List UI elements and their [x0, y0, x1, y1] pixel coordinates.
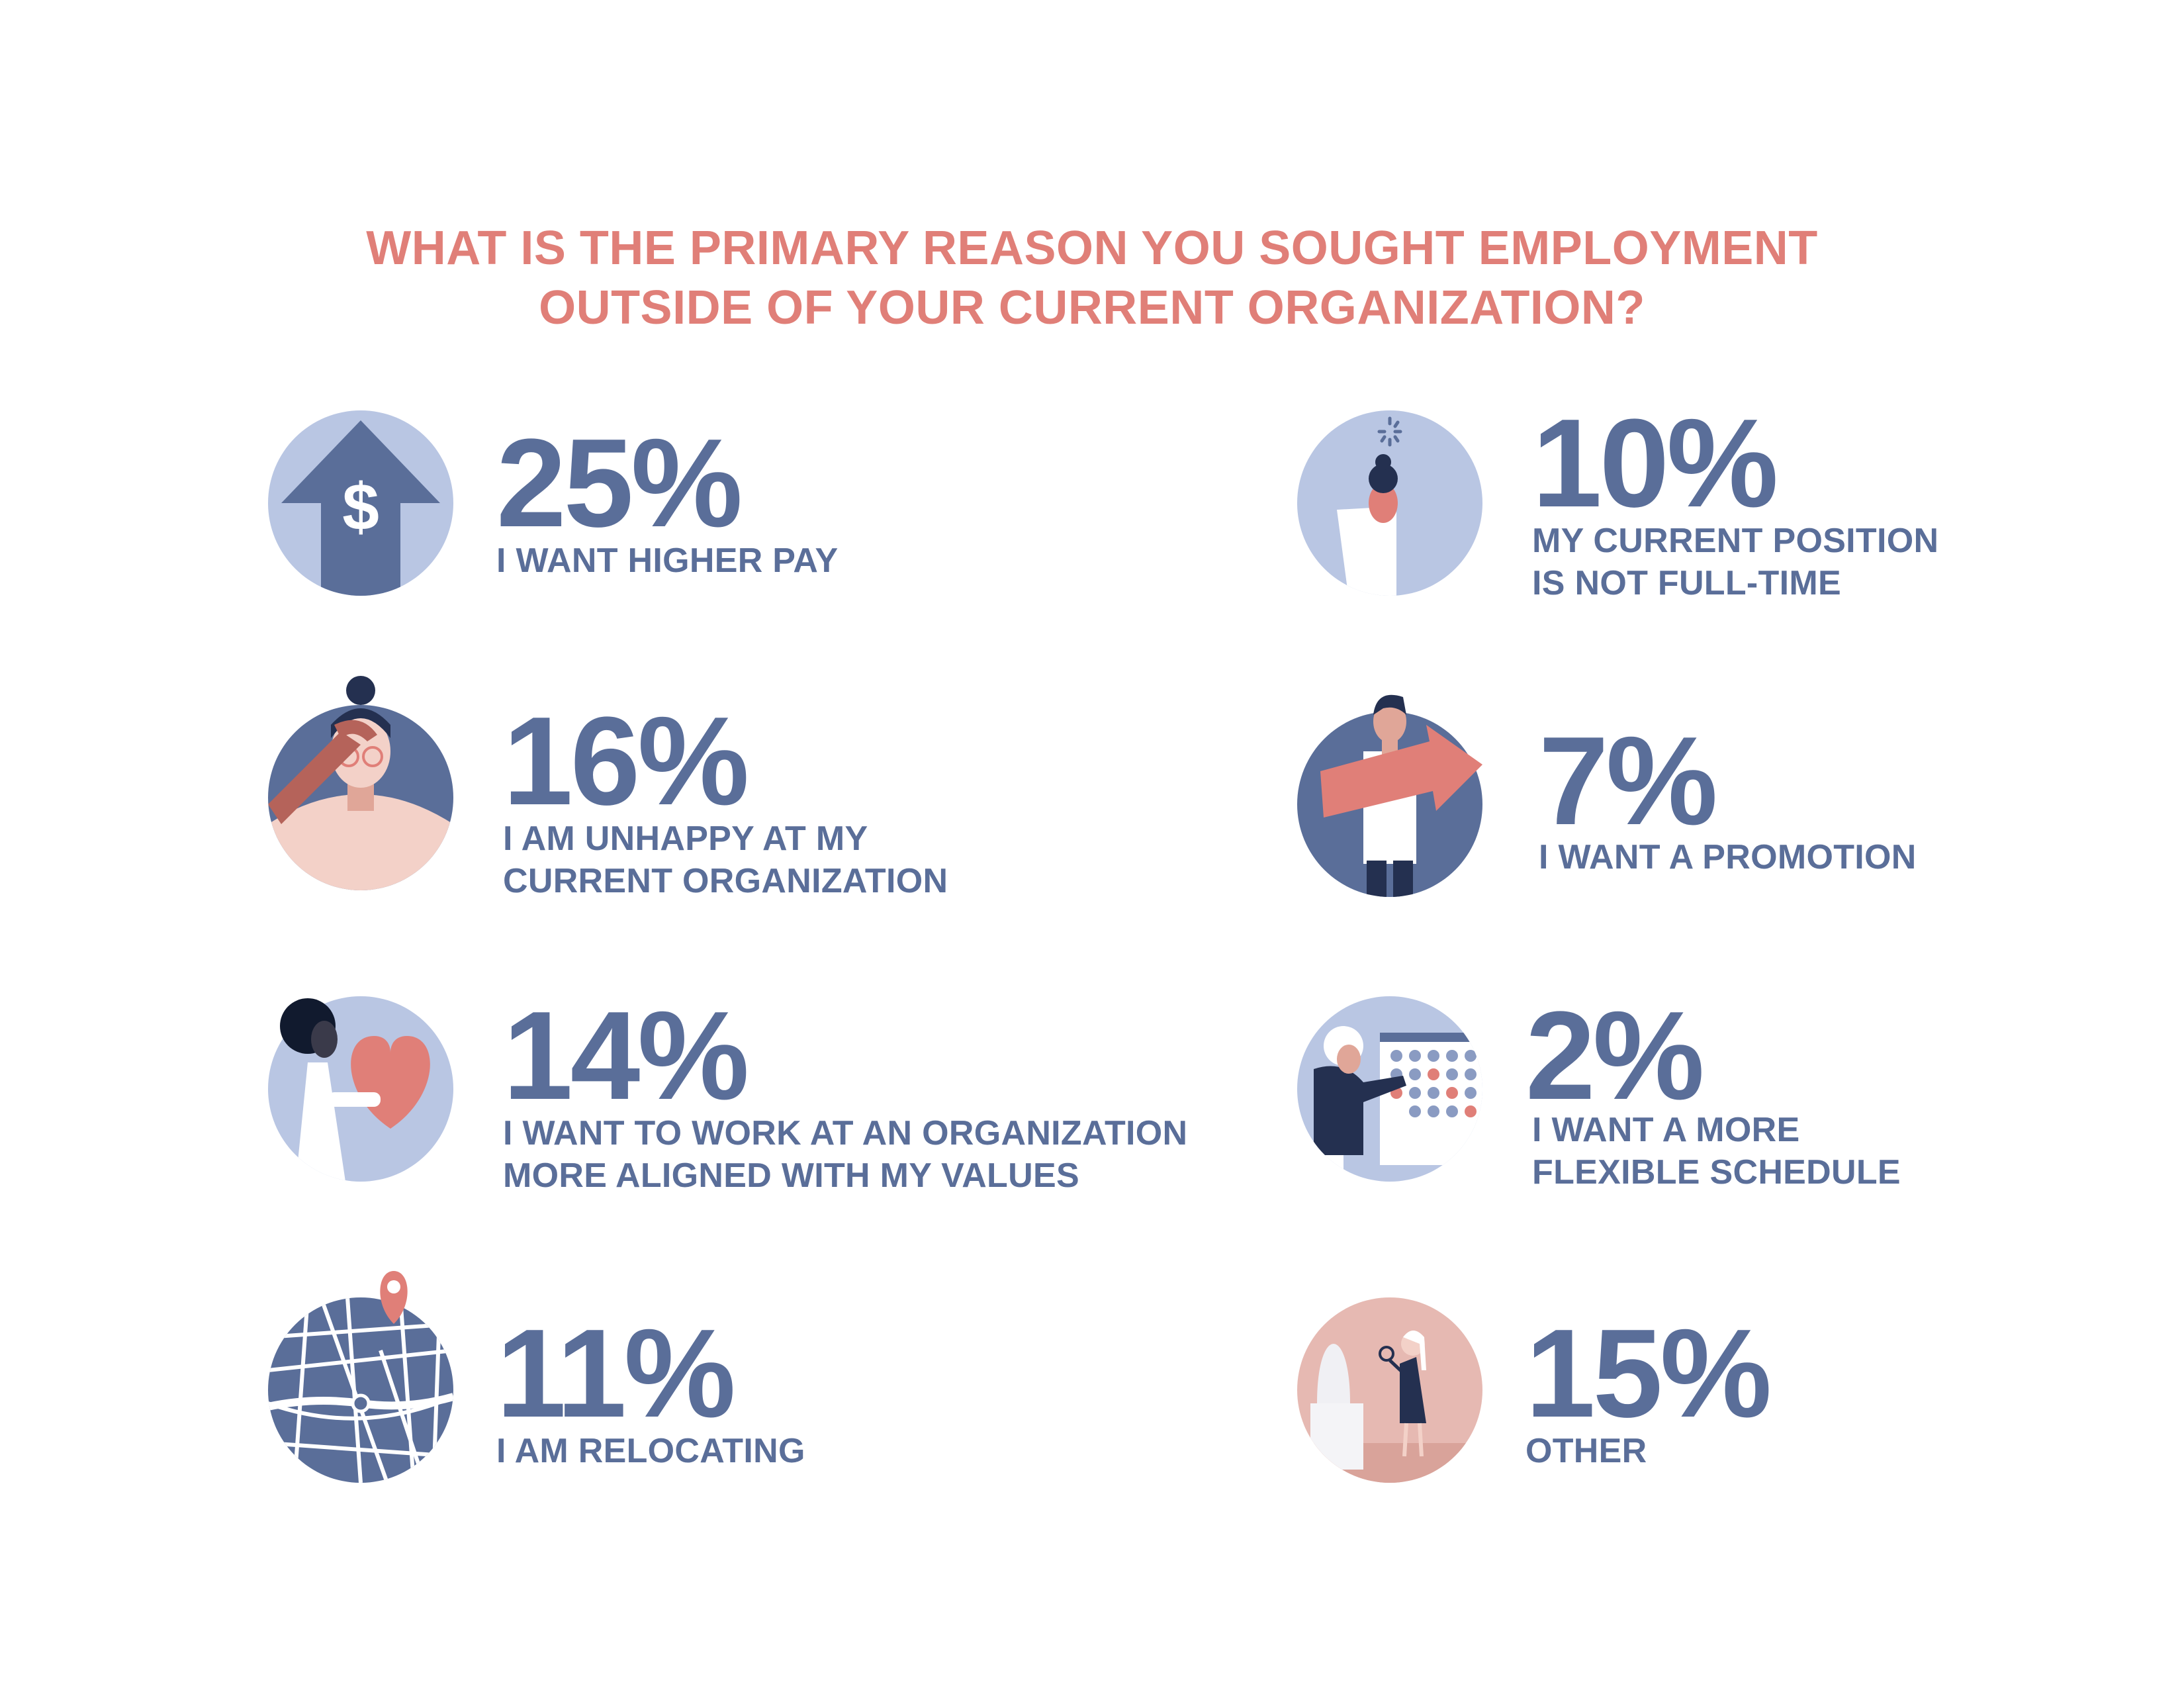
person-calendar-icon [1297, 996, 1482, 1182]
reason-label-line: MORE ALIGNED WITH MY VALUES [503, 1156, 1079, 1195]
reason-label-line: MY CURRENT POSITION [1532, 522, 1939, 560]
page-title: WHAT IS THE PRIMARY REASON YOU SOUGHT EM… [0, 218, 2184, 338]
percent-value: 16% [503, 691, 749, 831]
dollar-arrow-icon: $ [268, 410, 453, 596]
reason-label: MY CURRENT POSITION IS NOT FULL-TIME [1532, 520, 1938, 604]
person-magnifier-icon [1297, 1297, 1482, 1483]
reason-label: OTHER [1525, 1430, 1647, 1472]
person-arrow-icon [1297, 694, 1482, 897]
reason-label: I AM UNHAPPY AT MY CURRENT ORGANIZATION [503, 818, 948, 902]
reason-label-line: I WANT A PROMOTION [1539, 838, 1917, 876]
person-heart-icon [268, 996, 453, 1182]
svg-text:$: $ [342, 470, 379, 544]
title-line-1: WHAT IS THE PRIMARY REASON YOU SOUGHT EM… [366, 222, 1818, 275]
percent-value: 14% [503, 986, 749, 1126]
reason-label-line: I WANT A MORE [1532, 1111, 1800, 1149]
reason-label-line: I WANT TO WORK AT AN ORGANIZATION [503, 1114, 1188, 1152]
percent-value: 25% [496, 413, 743, 553]
reason-label-line: I AM UNHAPPY AT MY [503, 820, 868, 858]
map-pin-icon [268, 1271, 453, 1483]
reason-label: I WANT A MORE FLEXIBLE SCHEDULE [1532, 1109, 1901, 1194]
reason-label-line: IS NOT FULL-TIME [1532, 564, 1841, 602]
percent-value: 11% [496, 1303, 736, 1444]
reason-label-line: I AM RELOCATING [496, 1432, 805, 1470]
frustrated-person-icon [268, 676, 453, 890]
reason-label: I WANT TO WORK AT AN ORGANIZATION MORE A… [503, 1112, 1187, 1197]
title-line-2: OUTSIDE OF YOUR CURRENT ORGANIZATION? [539, 281, 1645, 334]
reason-label-line: FLEXIBLE SCHEDULE [1532, 1153, 1901, 1192]
percent-value: 2% [1525, 986, 1705, 1126]
reason-label: I AM RELOCATING [496, 1430, 805, 1472]
reason-label-line: OTHER [1525, 1432, 1647, 1470]
reason-label-line: I WANT HIGHER PAY [496, 541, 839, 580]
percent-value: 15% [1525, 1303, 1772, 1444]
percent-value: 7% [1539, 711, 1718, 851]
reason-label: I WANT HIGHER PAY [496, 539, 839, 582]
reason-label-line: CURRENT ORGANIZATION [503, 862, 948, 900]
reason-label: I WANT A PROMOTION [1539, 836, 1917, 878]
person-loading-icon [1297, 410, 1482, 596]
percent-value: 10% [1532, 393, 1778, 534]
